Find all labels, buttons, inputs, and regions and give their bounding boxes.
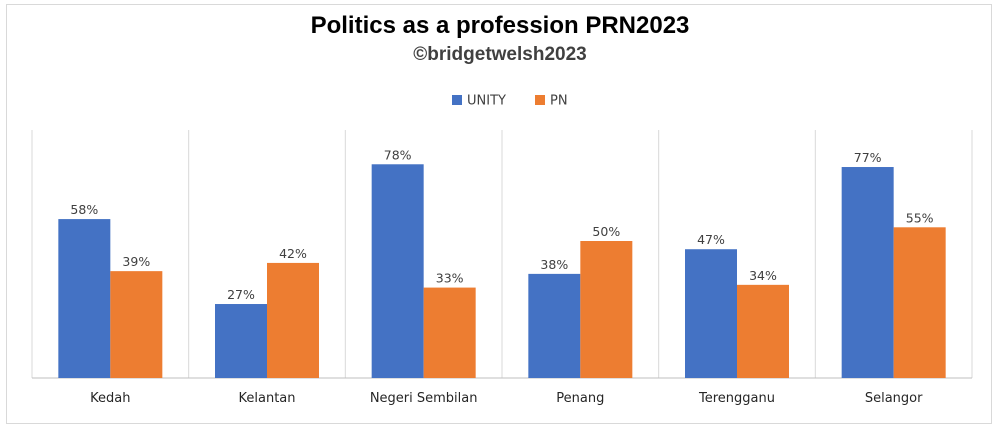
- data-label: 38%: [540, 257, 568, 272]
- chart-title: Politics as a profession PRN2023: [310, 12, 690, 39]
- legend: UNITY PN: [452, 94, 568, 109]
- data-label: 58%: [70, 202, 98, 217]
- category-label: Kedah: [90, 391, 130, 406]
- bar-pn-3: [580, 241, 633, 378]
- data-label: 55%: [906, 210, 934, 225]
- bars: [58, 164, 946, 378]
- bar-unity-0: [58, 219, 111, 378]
- data-label: 33%: [436, 271, 464, 286]
- bar-unity-4: [685, 249, 737, 378]
- bar-pn-4: [737, 284, 789, 378]
- chart-frame: [6, 4, 992, 424]
- data-label: 42%: [279, 246, 307, 261]
- data-label: 34%: [749, 268, 777, 283]
- legend-swatch-unity: [452, 95, 462, 105]
- category-label: Terengganu: [698, 391, 775, 406]
- chart-subtitle: ©bridgetwelsh2023: [413, 44, 587, 65]
- legend-label: PN: [550, 94, 568, 109]
- bar-unity-2: [371, 164, 424, 378]
- bar-pn-1: [267, 262, 319, 378]
- data-label: 39%: [122, 254, 150, 269]
- bar-unity-3: [528, 273, 581, 378]
- legend-swatch-pn: [535, 95, 545, 105]
- category-label: Kelantan: [239, 391, 296, 406]
- legend-label: UNITY: [467, 94, 506, 109]
- bar-pn-2: [423, 287, 476, 378]
- bar-unity-5: [841, 167, 894, 378]
- category-label: Selangor: [865, 391, 923, 406]
- category-label: Penang: [556, 391, 604, 406]
- category-labels: Kedah Kelantan Negeri Sembilan Penang Tereng…: [90, 391, 923, 406]
- data-label: 77%: [854, 150, 882, 165]
- bar-unity-1: [215, 304, 267, 378]
- data-label: 78%: [384, 147, 412, 162]
- data-label: 27%: [227, 287, 255, 302]
- category-label: Negeri Sembilan: [370, 391, 478, 406]
- bar-pn-0: [110, 271, 163, 378]
- category-separators: [31, 130, 973, 378]
- data-label: 50%: [592, 224, 620, 239]
- data-labels: 58% 39% 27% 42% 78% 33% 38% 50% 47% 34% 77% 55%: [70, 147, 933, 302]
- bar-pn-5: [893, 227, 946, 378]
- data-label: 47%: [697, 232, 725, 247]
